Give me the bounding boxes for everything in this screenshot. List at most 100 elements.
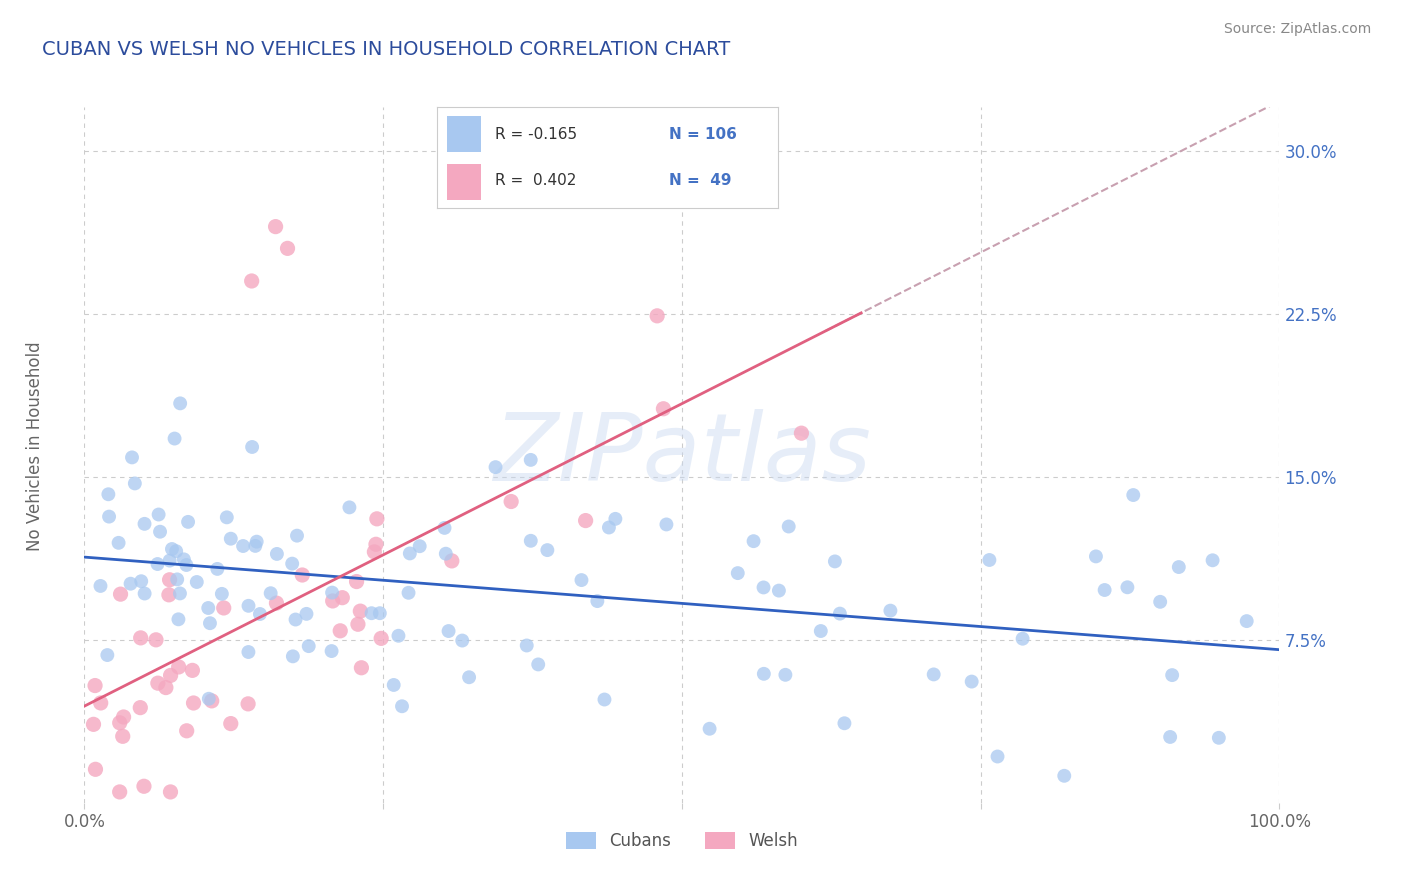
Point — [281, 557, 304, 571]
Point — [986, 749, 1008, 764]
Point — [520, 533, 543, 548]
Point — [236, 697, 259, 711]
Point — [285, 529, 308, 543]
Point — [437, 624, 460, 638]
Point — [98, 509, 121, 524]
Point — [575, 514, 598, 528]
Point — [129, 700, 152, 714]
Point — [960, 674, 983, 689]
Point — [321, 585, 343, 599]
Point — [1084, 549, 1107, 564]
Point — [409, 539, 432, 553]
Point — [360, 606, 382, 620]
Point — [176, 723, 198, 738]
Point — [186, 574, 208, 589]
Point — [238, 599, 260, 613]
Point — [879, 604, 901, 618]
Point — [571, 573, 593, 587]
Point — [330, 591, 353, 605]
Point — [110, 587, 132, 601]
Point — [146, 676, 169, 690]
Point — [159, 573, 181, 587]
Text: ZIPatlas: ZIPatlas — [494, 409, 870, 500]
Point — [586, 594, 609, 608]
Point — [249, 607, 271, 621]
Point — [107, 536, 129, 550]
Point — [699, 722, 721, 736]
Point — [1011, 632, 1033, 646]
Point — [84, 679, 107, 693]
Point — [742, 534, 765, 549]
Point — [1053, 769, 1076, 783]
Point — [349, 604, 371, 618]
Text: CUBAN VS WELSH NO VEHICLES IN HOUSEHOLD CORRELATION CHART: CUBAN VS WELSH NO VEHICLES IN HOUSEHOLD … — [42, 40, 731, 59]
Point — [593, 692, 616, 706]
Point — [321, 644, 343, 658]
Point — [347, 617, 370, 632]
Point — [134, 516, 156, 531]
Point — [96, 648, 118, 662]
Point — [1122, 488, 1144, 502]
Point — [82, 717, 104, 731]
Point — [350, 661, 373, 675]
Point — [775, 668, 797, 682]
Point — [752, 581, 775, 595]
Point — [108, 715, 131, 730]
Point — [211, 587, 233, 601]
Point — [370, 632, 392, 646]
Point — [97, 487, 120, 501]
Point — [652, 401, 675, 416]
Point — [84, 762, 107, 776]
Point — [1159, 730, 1181, 744]
Point — [434, 547, 457, 561]
Point — [451, 633, 474, 648]
Legend: Cubans, Welsh: Cubans, Welsh — [560, 826, 804, 857]
Point — [752, 666, 775, 681]
Point — [183, 696, 205, 710]
Point — [145, 632, 167, 647]
Point — [159, 553, 181, 567]
Point — [215, 510, 238, 524]
Point — [433, 521, 456, 535]
Point — [366, 512, 388, 526]
Point — [160, 541, 183, 556]
Point — [232, 539, 254, 553]
Point — [198, 616, 221, 631]
Point — [790, 426, 813, 441]
Point — [111, 729, 134, 743]
Point — [1208, 731, 1230, 745]
Point — [398, 546, 420, 560]
Point — [979, 553, 1001, 567]
Point — [1149, 595, 1171, 609]
Point — [149, 524, 172, 539]
Point — [329, 624, 352, 638]
Point — [157, 588, 180, 602]
Point — [1094, 582, 1116, 597]
Point — [298, 639, 321, 653]
Text: Source: ZipAtlas.com: Source: ZipAtlas.com — [1223, 22, 1371, 37]
Point — [339, 500, 361, 515]
Point — [89, 579, 111, 593]
Point — [207, 562, 229, 576]
Point — [605, 512, 627, 526]
Point — [398, 586, 420, 600]
Point — [148, 508, 170, 522]
Point — [1236, 614, 1258, 628]
Point — [527, 657, 550, 672]
Point — [167, 660, 190, 674]
Point — [129, 631, 152, 645]
Point — [120, 576, 142, 591]
Point — [134, 586, 156, 600]
Point — [173, 552, 195, 566]
Point — [834, 716, 856, 731]
Point — [364, 537, 387, 551]
Point — [645, 309, 668, 323]
Point — [346, 574, 368, 589]
Text: No Vehicles in Household: No Vehicles in Household — [27, 341, 44, 551]
Point — [824, 554, 846, 568]
Point — [516, 639, 538, 653]
Point — [121, 450, 143, 465]
Point — [768, 583, 790, 598]
Point — [922, 667, 945, 681]
Point — [112, 710, 135, 724]
